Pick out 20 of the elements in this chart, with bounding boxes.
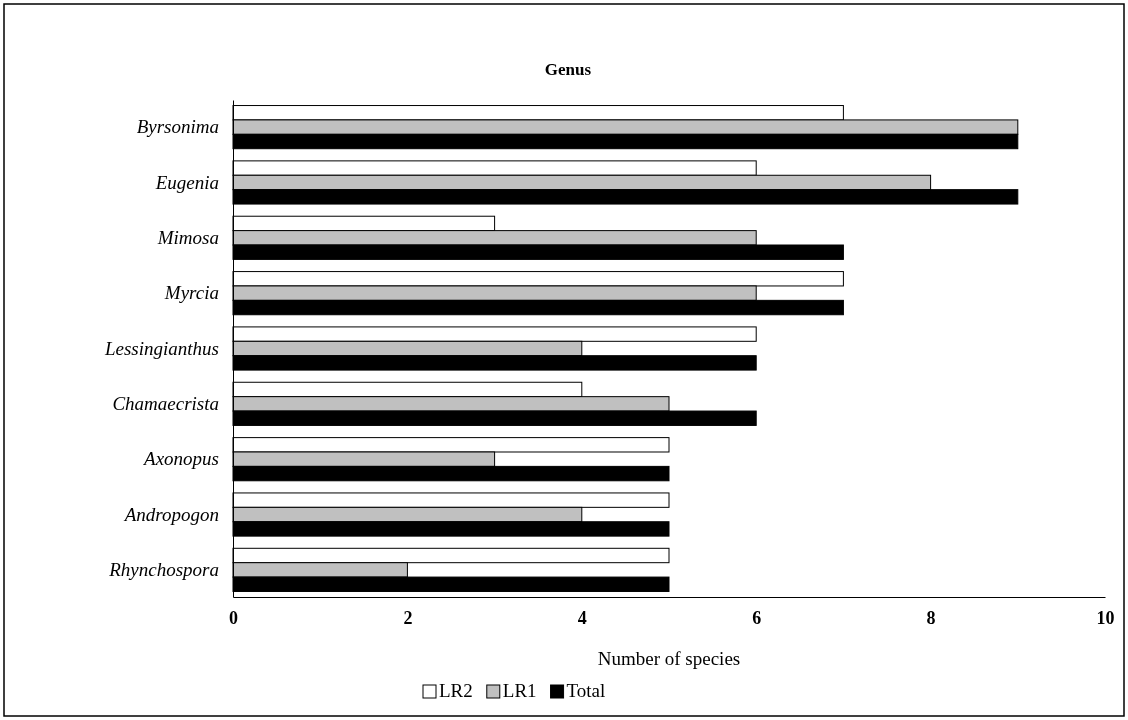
legend-label: Total [566,680,606,701]
y-tick-label: Axonopus [142,448,219,470]
y-tick-label: Lessingianthus [103,337,219,359]
x-tick-label: 0 [229,607,238,628]
legend-label: LR1 [502,680,537,701]
legend-label: LR2 [439,680,473,701]
x-tick-label: 4 [577,607,587,628]
chart-title: Genus [544,60,592,79]
y-tick-label: Rhynchospora [108,558,219,580]
y-tick-label: Byrsonima [136,116,219,138]
y-tick-label: Andropogon [122,503,219,525]
x-axis-title: Number of species [597,648,741,669]
y-tick-label: Chamaecrista [112,392,219,414]
x-tick-label: 2 [403,607,413,628]
x-tick-label: 8 [926,607,936,628]
x-tick-label: 10 [1096,607,1115,628]
y-tick-label: Mimosa [156,226,219,248]
y-tick-label: Myrcia [163,282,219,304]
y-tick-label: Eugenia [154,171,219,193]
x-tick-label: 6 [752,607,762,628]
